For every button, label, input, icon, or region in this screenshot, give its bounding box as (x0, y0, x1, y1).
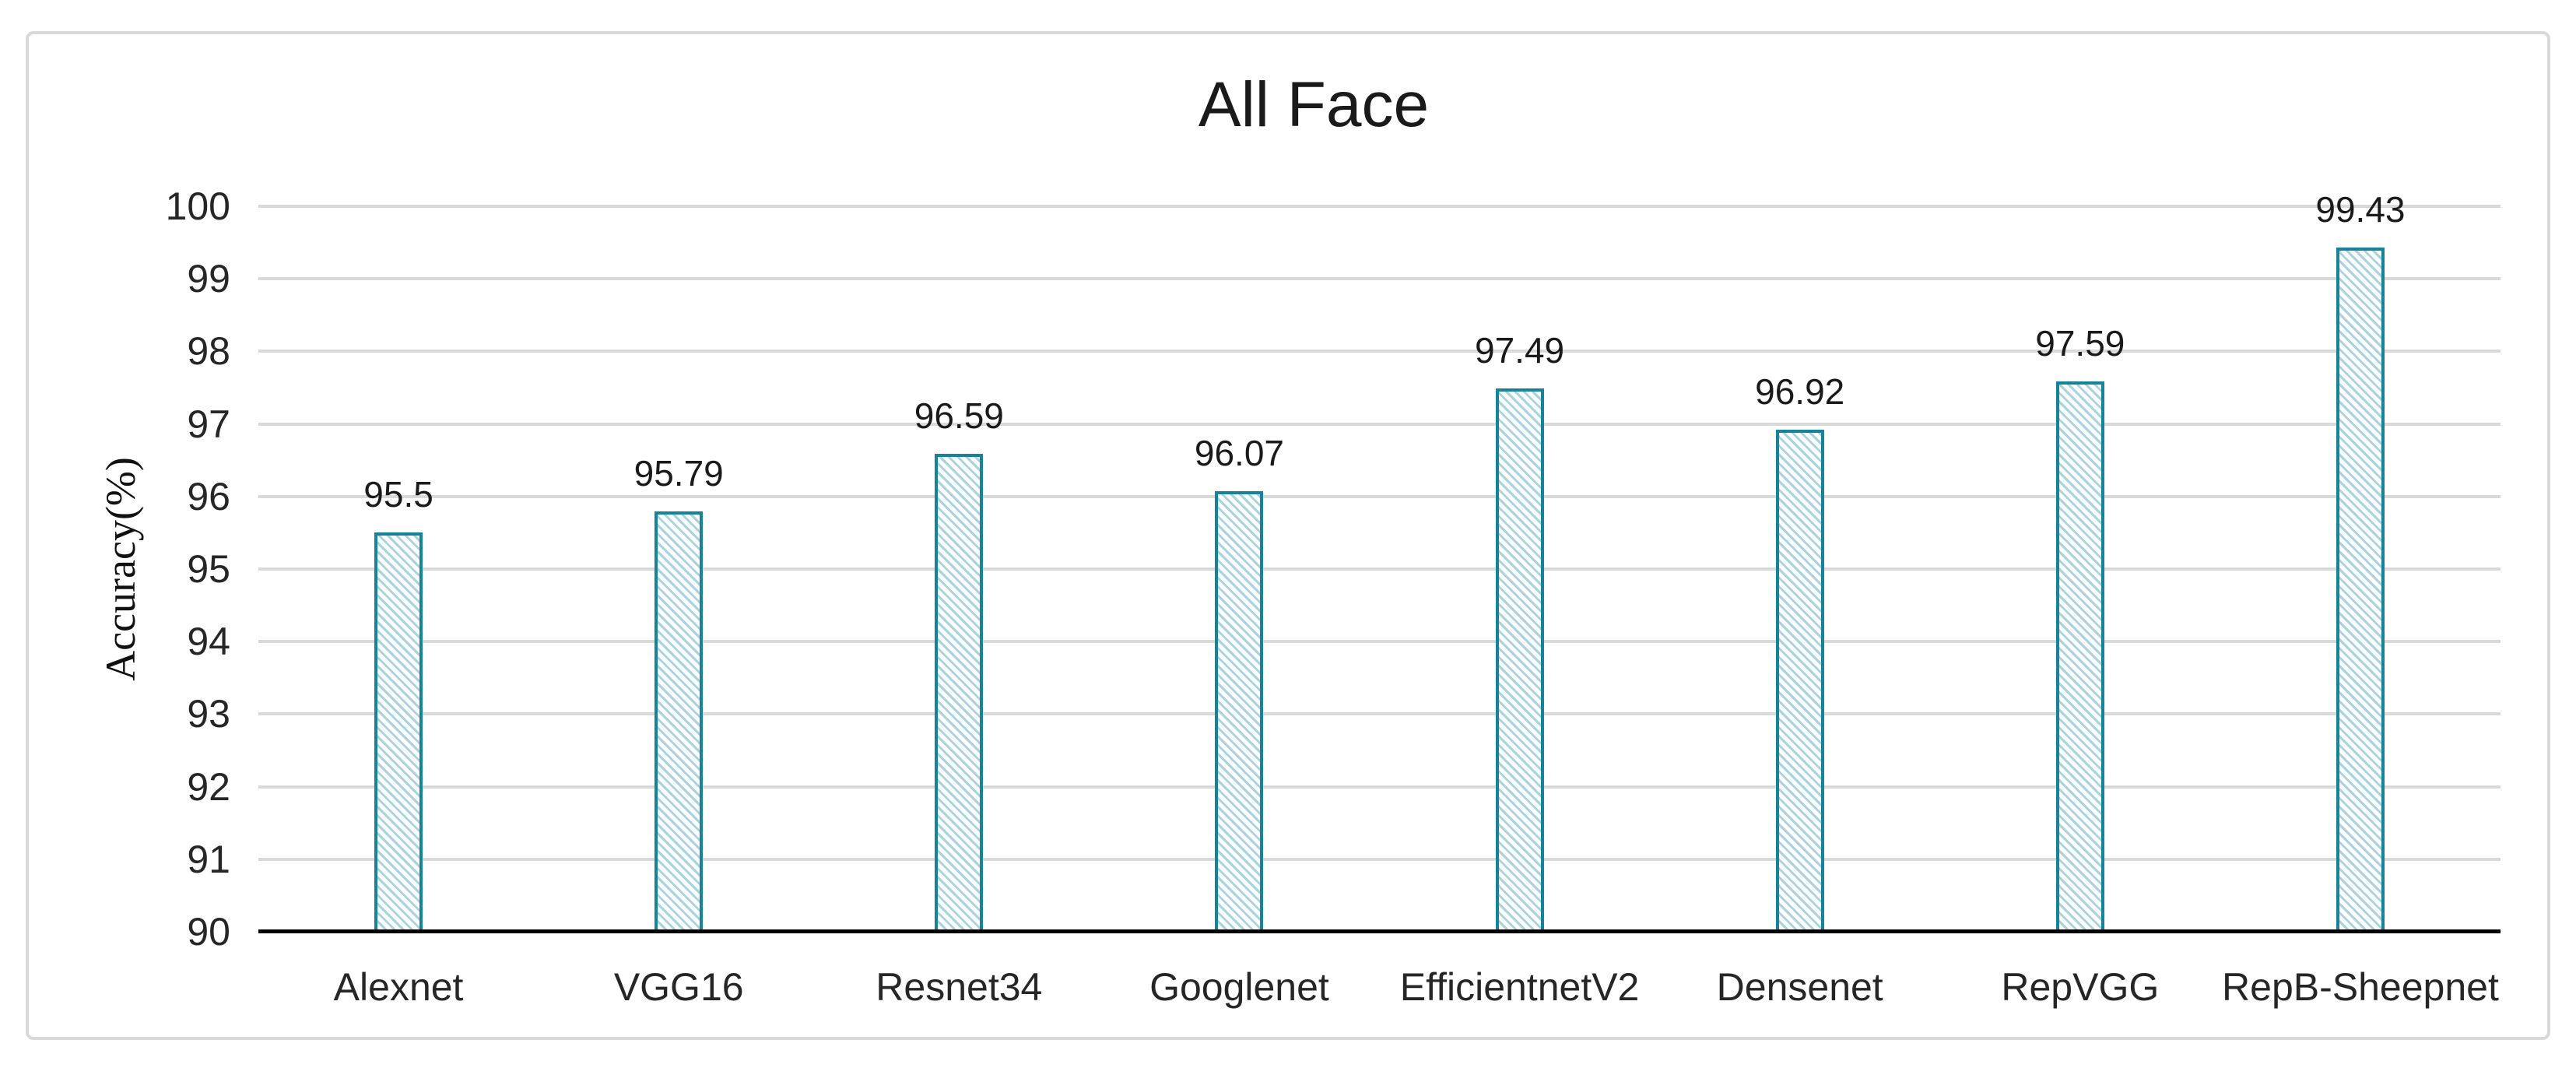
bar-Resnet34 (935, 453, 984, 932)
y-tick-label-93: 93 (187, 692, 230, 736)
gridline-98 (258, 350, 2501, 353)
bar-value-label-EfficientnetV2: 97.49 (1475, 329, 1565, 371)
category-slot-Googlenet: 96.07 (1099, 206, 1379, 932)
x-category-label-Alexnet: Alexnet (333, 965, 464, 1009)
y-tick-label-98: 98 (187, 329, 230, 374)
gridline-100 (258, 205, 2501, 208)
bars-layer: 95.5 95.79 96.59 96.07 97.49 96.92 97.59 99.43 (258, 191, 2501, 932)
gridline-93 (258, 712, 2501, 716)
bar-Googlenet (1215, 491, 1264, 932)
y-tick-label-95: 95 (187, 547, 230, 591)
y-tick-label-94: 94 (187, 620, 230, 664)
x-category-label-Densenet: Densenet (1716, 965, 1883, 1009)
bar-EfficientnetV2 (1495, 388, 1544, 932)
x-axis-category-labels: Alexnet VGG16 Resnet34 Googlenet Efficientne… (258, 966, 2501, 1009)
y-tick-label-99: 99 (187, 257, 230, 301)
gridline-95 (258, 567, 2501, 571)
bar-value-label-Alexnet: 95.5 (363, 474, 433, 515)
y-tick-label-100: 100 (165, 184, 230, 228)
bar-value-label-Googlenet: 96.07 (1194, 433, 1284, 474)
bar-value-label-Resnet34: 96.59 (914, 395, 1004, 436)
bar-VGG16 (655, 511, 704, 932)
gridline-99 (258, 277, 2501, 281)
category-slot-Densenet: 96.92 (1660, 206, 1940, 932)
y-axis-title: Accuracy(%) (97, 457, 144, 681)
x-category-label-RepVGG: RepVGG (2001, 965, 2160, 1009)
y-tick-label-91: 91 (187, 837, 230, 881)
bar-RepVGG (2055, 381, 2104, 932)
x-category-label-VGG16: VGG16 (613, 965, 744, 1009)
category-slot-EfficientnetV2: 97.49 (1380, 206, 1660, 932)
x-category-label-EfficientnetV2: EfficientnetV2 (1399, 965, 1640, 1009)
category-slot-Alexnet: 95.5 (258, 206, 539, 932)
category-slot-RepB-Sheepnet: 99.43 (2220, 191, 2501, 932)
bar-Densenet (1775, 430, 1824, 932)
x-category-label-RepB-Sheepnet: RepB-Sheepnet (2222, 965, 2499, 1009)
x-axis-line (258, 929, 2501, 933)
gridline-94 (258, 640, 2501, 644)
bar-RepB-Sheepnet (2336, 248, 2385, 932)
category-slot-RepVGG: 97.59 (1940, 206, 2220, 932)
bar-Alexnet (374, 532, 423, 932)
bar-value-label-RepB-Sheepnet: 99.43 (2315, 189, 2406, 230)
gridline-92 (258, 785, 2501, 789)
y-tick-label-96: 96 (187, 474, 230, 518)
y-tick-label-97: 97 (187, 402, 230, 446)
category-slot-VGG16: 95.79 (539, 206, 819, 932)
gridline-91 (258, 857, 2501, 861)
x-category-label-Googlenet: Googlenet (1149, 965, 1329, 1009)
gridline-97 (258, 422, 2501, 426)
bar-value-label-VGG16: 95.79 (633, 453, 724, 494)
y-tick-label-90: 90 (187, 910, 230, 954)
category-slot-Resnet34: 96.59 (819, 206, 1099, 932)
y-tick-label-92: 92 (187, 764, 230, 809)
chart-title: All Face (1198, 69, 1430, 140)
bar-value-label-Densenet: 96.92 (1755, 371, 1845, 413)
plot-area: 100 99 98 97 96 95 94 93 92 91 90 95.5 95.79 96.59 96… (166, 187, 2501, 1009)
bar-value-label-RepVGG: 97.59 (2035, 322, 2125, 364)
x-category-label-Resnet34: Resnet34 (876, 965, 1043, 1009)
chart-frame (26, 31, 2550, 1040)
gridline-96 (258, 494, 2501, 498)
